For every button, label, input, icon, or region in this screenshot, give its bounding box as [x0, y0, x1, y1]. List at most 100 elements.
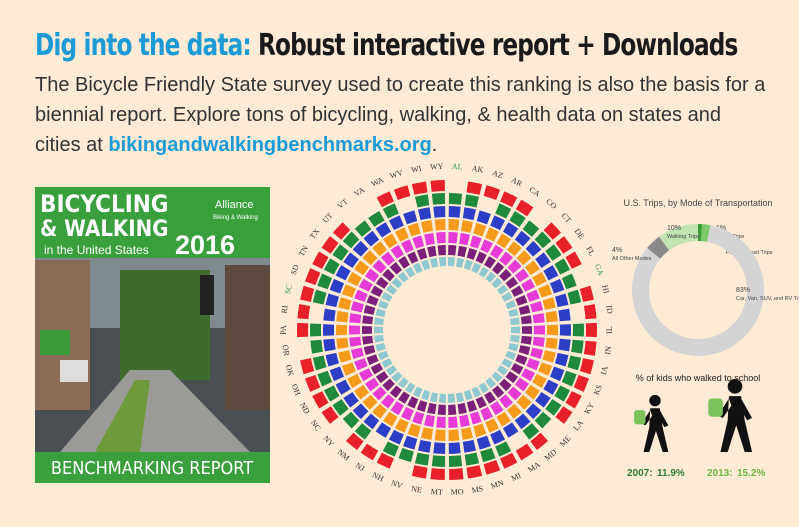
ring-cell: [533, 313, 545, 323]
state-label: AL: [452, 162, 463, 172]
ring-cell: [499, 252, 513, 266]
radial-chart: ALAKAZARCACOCTDEFLGAHIIDILINIAKSKYLAMEMD…: [279, 162, 615, 497]
ring-cell: [338, 297, 351, 309]
ring-cell: [506, 371, 519, 383]
ring-cell: [413, 387, 423, 398]
ring-cell: [430, 392, 438, 402]
state-label: OH: [290, 383, 303, 397]
ring-cell: [390, 262, 402, 275]
ring-cell: [349, 313, 361, 323]
ring-cell: [508, 386, 522, 400]
ring-cell: [508, 343, 518, 352]
ring-cell: [362, 336, 373, 345]
ring-cell: [534, 325, 545, 334]
ring-cell: [500, 453, 517, 469]
state-label: LA: [572, 418, 586, 432]
state-label: SC: [283, 283, 294, 295]
ring-cell: [500, 191, 517, 207]
ring-cell: [449, 468, 463, 480]
ring-cell: [351, 348, 364, 359]
ring-cell: [342, 362, 356, 375]
ring-cell: [490, 215, 505, 230]
ring-cell: [365, 378, 379, 392]
ring-cell: [365, 269, 379, 283]
ring-cell: [417, 400, 427, 412]
donut-title: U.S. Trips, by Mode of Transportation: [623, 198, 772, 208]
ring-cell: [558, 339, 570, 352]
ring-cell: [432, 455, 445, 467]
state-label: MI: [510, 471, 523, 483]
ring-cell: [297, 304, 310, 319]
ring-cell: [538, 362, 552, 375]
state-label: SD: [289, 263, 301, 276]
ring-cell: [470, 411, 482, 424]
ring-cell: [326, 353, 339, 367]
ring-cell: [476, 251, 487, 263]
ring-cell: [421, 220, 433, 233]
ring-cell: [424, 233, 435, 245]
kids-value: 15.2%: [737, 468, 765, 479]
ring-cell: [490, 430, 505, 445]
ring-cell: [490, 401, 503, 415]
ring-cell: [449, 455, 462, 467]
car: [60, 360, 88, 382]
ring-cell: [405, 382, 415, 393]
state-label: MA: [526, 460, 542, 475]
ring-cell: [555, 353, 568, 367]
ring-cell: [364, 345, 376, 355]
ring-cell: [371, 286, 383, 298]
state-label: NJ: [354, 461, 366, 473]
ring-cell: [421, 390, 430, 401]
ring-cell: [571, 340, 583, 354]
state-label: MN: [490, 478, 505, 491]
state-label: NE: [410, 484, 422, 495]
ring-cell: [372, 260, 386, 274]
figure-body: [718, 396, 752, 452]
ring-cell: [374, 317, 384, 325]
walking-figure: [708, 379, 752, 452]
ring-cell: [543, 265, 558, 280]
ring-cell: [484, 460, 501, 475]
state-label: WA: [370, 175, 385, 189]
ring-cell: [395, 227, 409, 241]
ring-cell: [424, 415, 435, 427]
ring-cell: [349, 337, 361, 347]
ring-cell: [495, 203, 511, 218]
ring-cell: [395, 418, 409, 432]
ring-cell: [463, 440, 476, 453]
ring-cell: [354, 261, 369, 276]
state-label: TN: [297, 244, 310, 258]
state-label: FL: [584, 245, 596, 258]
ring-cell: [555, 293, 568, 307]
ring-cell: [300, 286, 314, 302]
ring-cell: [526, 358, 539, 370]
ring-cell: [330, 367, 344, 382]
ring-cell: [503, 422, 518, 437]
ring-cell: [421, 260, 430, 271]
state-label: IN: [603, 345, 613, 355]
ring-cell: [464, 260, 473, 271]
ring-cell: [381, 394, 395, 408]
ring-cell: [532, 272, 546, 286]
ring-cell: [336, 380, 351, 395]
ring-cell: [367, 354, 379, 365]
ring-cell: [461, 220, 473, 233]
kids-chart: % of kids who walked to school 2007:11.9…: [627, 373, 765, 479]
ring-cell: [376, 277, 389, 289]
ring-cell: [374, 327, 383, 334]
ring-cell: [354, 385, 369, 400]
donut-chart: U.S. Trips, by Mode of Transportation 1%…: [612, 198, 799, 356]
ring-cell: [477, 436, 491, 450]
state-label: OK: [284, 364, 296, 378]
ring-cell: [381, 292, 392, 302]
ring-cell: [550, 367, 564, 382]
ring-cell: [418, 207, 431, 220]
kids-year: 2013:: [707, 468, 733, 479]
ring-cell: [477, 210, 491, 224]
ring-cell: [533, 337, 545, 347]
ring-cell: [336, 265, 351, 280]
ring-cell: [466, 181, 482, 194]
ring-cell: [433, 206, 445, 218]
ring-cell: [480, 448, 495, 462]
state-label: RI: [280, 305, 290, 314]
